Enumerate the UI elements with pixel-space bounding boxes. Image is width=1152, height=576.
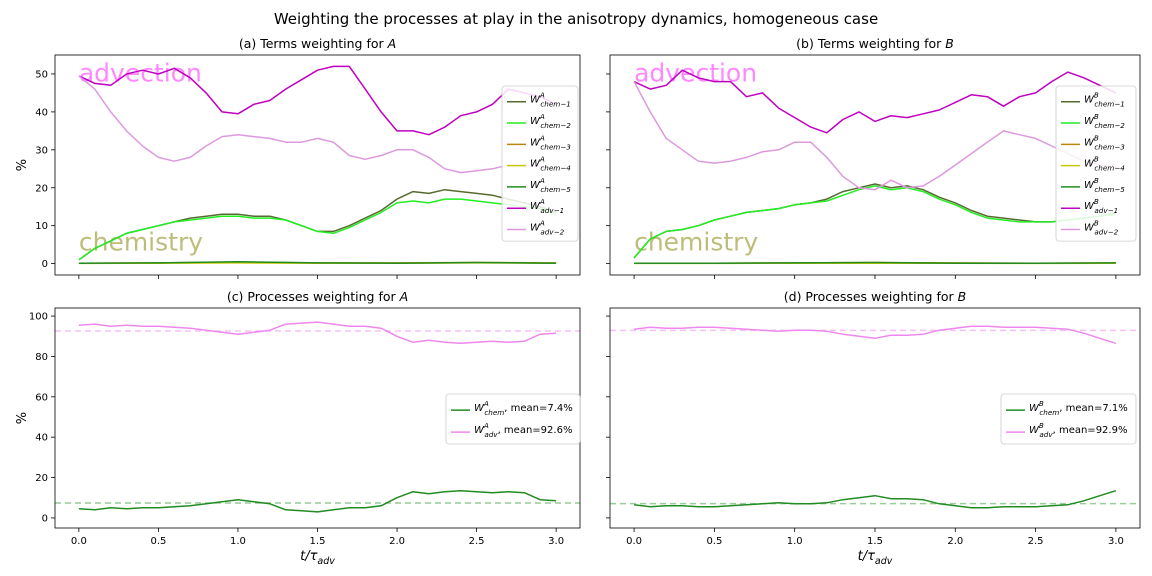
annotation-chemistry: chemistry — [634, 227, 758, 256]
x-tick-label: 1.5 — [310, 536, 326, 547]
panel-title-b: (b) Terms weighting for B — [796, 36, 954, 51]
series-line-chem-2 — [633, 185, 1116, 259]
x-tick-label: 1.0 — [230, 536, 246, 547]
legend-entry-label: WA adv−2 — [530, 219, 565, 237]
legend-entry-label: WB chem, mean=7.1% — [1029, 399, 1128, 417]
x-tick-label: 3.0 — [1108, 536, 1124, 547]
x-tick-label: 0.0 — [71, 536, 87, 547]
annotation-advection: advection — [634, 59, 757, 88]
legend-entry-label: WB adv, mean=92.9% — [1029, 421, 1127, 439]
chart-panel-d: (d) Processes weighting for B 0.0 0.5 1.0 1.… — [606, 289, 1141, 567]
legend-entry-label: WA chem−1 — [530, 91, 571, 109]
x-tick-label: 1.0 — [787, 536, 803, 547]
x-tick-label: 0.5 — [706, 536, 722, 547]
series-line-adv-2 — [633, 81, 1116, 191]
series-line-adv — [78, 321, 557, 345]
x-tick-label: 2.0 — [389, 536, 405, 547]
x-tick-label: 3.0 — [548, 536, 564, 547]
x-tick-label: 2.5 — [1028, 536, 1044, 547]
legend-entry-label: WB adv−1 — [1084, 197, 1118, 215]
y-tick-label: 10 — [35, 221, 48, 232]
panel-title-d: (d) Processes weighting for B — [784, 289, 966, 304]
y-tick-label: 0 — [42, 259, 48, 270]
series-line-chem-5 — [78, 260, 557, 264]
legend-entry-label: WB chem−1 — [1084, 91, 1125, 109]
y-tick-label: 30 — [35, 145, 48, 156]
series-line-chem — [634, 489, 1117, 509]
y-tick-label: 40 — [35, 107, 48, 118]
legend-entry-label: WB chem−3 — [1084, 133, 1125, 151]
y-tick-label: 0 — [42, 513, 48, 524]
y-tick-label: 20 — [35, 183, 48, 194]
legend-box — [501, 85, 579, 242]
series-line-adv-2 — [78, 75, 557, 174]
series-line-adv-1 — [78, 65, 557, 136]
series-line-chem-5 — [634, 261, 1116, 264]
legend-entry-label: WA chem−4 — [530, 155, 571, 173]
chart-panel-b: (b) Terms weighting for B advection chemis… — [606, 36, 1141, 279]
legend-d: WB chem, mean=7.1% WB adv, mean=92.9% — [1000, 393, 1137, 445]
legend-entry-label: WA chem−2 — [530, 112, 571, 130]
legend-box — [1055, 85, 1137, 242]
x-tick-label: 2.5 — [469, 536, 485, 547]
figure-title: Weighting the processes at play in the a… — [274, 10, 878, 28]
legend-entry-label: WA adv, mean=92.6% — [474, 421, 572, 439]
legend-entry-label: WB chem−5 — [1084, 176, 1125, 194]
legend-entry-label: WB adv−2 — [1084, 219, 1119, 237]
legend-entry-label: WA adv−1 — [530, 197, 564, 215]
legend-c: WA chem, mean=7.4% WA adv, mean=92.6% — [445, 393, 581, 445]
legend-entry-label: WA chem−3 — [530, 133, 571, 151]
x-tick-label: 0.5 — [150, 536, 166, 547]
chart-panel-a: (a) Terms weighting for Aadvectionchemis… — [15, 36, 581, 279]
y-axis-label: % — [15, 159, 30, 171]
legend-entry-label: WB chem−4 — [1084, 155, 1125, 173]
x-tick-label: 0.0 — [626, 536, 642, 547]
legend-entry-label: WB chem−2 — [1084, 112, 1125, 130]
y-tick-label: 40 — [35, 433, 48, 444]
panel-title-c: (c) Processes weighting for A — [227, 289, 408, 304]
annotation-chemistry: chemistry — [79, 227, 203, 256]
legend-box — [445, 393, 581, 445]
legend-box — [1000, 393, 1137, 445]
legend-a: WA chem−1 WA chem−2 WA chem−3 WA chem−4 WA chem−5… — [501, 85, 579, 242]
x-tick-label: 2.0 — [947, 536, 963, 547]
y-tick-label: 60 — [35, 392, 48, 403]
series-line-adv-1 — [633, 69, 1117, 134]
x-axis-label: t/τadv — [300, 549, 335, 567]
y-tick-label: 20 — [35, 473, 48, 484]
y-tick-label: 100 — [29, 312, 48, 323]
y-tick-label: 50 — [35, 69, 48, 80]
x-axis-label: t/τadv — [858, 549, 893, 567]
panel-title-a: (a) Terms weighting for A — [239, 36, 396, 51]
legend-entry-label: WA chem−5 — [530, 176, 571, 194]
series-line-adv — [634, 325, 1117, 345]
y-tick-label: 80 — [35, 352, 48, 363]
series-line-chem-2 — [78, 198, 557, 261]
y-axis-label: % — [15, 412, 30, 424]
legend-entry-label: WA chem, mean=7.4% — [474, 399, 573, 417]
x-tick-label: 1.5 — [867, 536, 883, 547]
legend-b: WB chem−1 WB chem−2 WB chem−3 WB chem−4 WB chem−5… — [1055, 85, 1137, 242]
series-line-chem — [78, 489, 557, 513]
chart-panel-c: (c) Processes weighting for A 0.0 0.5 1.0 1.… — [15, 289, 581, 567]
